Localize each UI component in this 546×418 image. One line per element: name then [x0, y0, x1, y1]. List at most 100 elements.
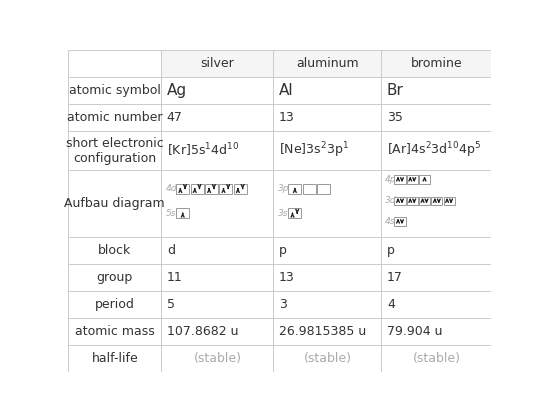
Bar — [395, 217, 406, 226]
Text: Aufbau diagram: Aufbau diagram — [64, 197, 165, 210]
Bar — [381, 291, 491, 318]
Bar — [68, 291, 162, 318]
Bar — [176, 208, 189, 218]
Text: 13: 13 — [279, 111, 295, 124]
Bar — [162, 170, 274, 237]
Bar — [407, 196, 418, 205]
Text: 11: 11 — [167, 271, 182, 284]
Text: [Kr]5s$^1$4d$^{10}$: [Kr]5s$^1$4d$^{10}$ — [167, 142, 239, 159]
Bar — [274, 131, 381, 170]
Bar — [381, 264, 491, 291]
Bar — [68, 345, 162, 372]
Text: (stable): (stable) — [304, 352, 352, 365]
Bar — [162, 131, 274, 170]
Bar — [395, 196, 406, 205]
Text: 3s: 3s — [278, 209, 288, 218]
Bar — [407, 175, 418, 184]
Text: 3: 3 — [279, 298, 287, 311]
Bar — [288, 208, 301, 218]
Text: 4p: 4p — [385, 175, 396, 184]
Text: 3p: 3p — [278, 184, 289, 193]
Text: atomic mass: atomic mass — [75, 325, 155, 338]
Text: 4: 4 — [387, 298, 395, 311]
Text: 13: 13 — [279, 271, 295, 284]
Text: atomic number: atomic number — [67, 111, 163, 124]
Bar — [68, 77, 162, 104]
Text: group: group — [97, 271, 133, 284]
Text: 5: 5 — [167, 298, 175, 311]
Text: 4s: 4s — [385, 217, 395, 226]
Text: bromine: bromine — [411, 57, 462, 70]
Bar — [68, 131, 162, 170]
Bar — [162, 345, 274, 372]
Text: 17: 17 — [387, 271, 403, 284]
Text: Ag: Ag — [167, 83, 187, 98]
Bar — [381, 77, 491, 104]
Bar — [274, 264, 381, 291]
Text: d: d — [167, 244, 175, 257]
Bar — [317, 184, 330, 194]
Bar — [381, 131, 491, 170]
Bar — [162, 50, 274, 77]
Bar — [219, 184, 233, 194]
Bar — [274, 345, 381, 372]
Bar — [274, 318, 381, 345]
Bar — [381, 50, 491, 77]
Text: 3d: 3d — [385, 196, 396, 205]
Bar — [162, 237, 274, 264]
Bar — [274, 50, 381, 77]
Text: Br: Br — [387, 83, 403, 98]
Bar — [162, 264, 274, 291]
Bar — [176, 184, 189, 194]
Text: silver: silver — [200, 57, 234, 70]
Bar — [68, 237, 162, 264]
Bar — [274, 170, 381, 237]
Bar — [431, 196, 442, 205]
Text: (stable): (stable) — [412, 352, 460, 365]
Bar — [381, 50, 491, 77]
Text: short electronic
configuration: short electronic configuration — [66, 137, 164, 165]
Bar — [68, 264, 162, 291]
Bar — [381, 318, 491, 345]
Bar — [274, 50, 381, 77]
Bar — [68, 50, 162, 77]
Text: half-life: half-life — [91, 352, 138, 365]
Text: 107.8682 u: 107.8682 u — [167, 325, 239, 338]
Bar — [274, 77, 381, 104]
Text: 35: 35 — [387, 111, 403, 124]
Text: 79.904 u: 79.904 u — [387, 325, 442, 338]
Bar — [162, 77, 274, 104]
Text: 26.9815385 u: 26.9815385 u — [279, 325, 366, 338]
Text: 4d: 4d — [165, 184, 177, 193]
Text: aluminum: aluminum — [296, 57, 359, 70]
Bar — [205, 184, 218, 194]
Text: period: period — [95, 298, 135, 311]
Bar — [381, 237, 491, 264]
Text: [Ar]4s$^2$3d$^{10}$4p$^5$: [Ar]4s$^2$3d$^{10}$4p$^5$ — [387, 141, 481, 161]
Text: p: p — [279, 244, 287, 257]
Bar — [274, 291, 381, 318]
Bar — [443, 196, 455, 205]
Bar — [288, 184, 301, 194]
Bar — [191, 184, 204, 194]
Bar — [274, 237, 381, 264]
Bar — [419, 196, 430, 205]
Text: 5s: 5s — [165, 209, 176, 218]
Bar — [381, 170, 491, 237]
Bar — [419, 175, 430, 184]
Bar — [162, 104, 274, 131]
Bar — [68, 170, 162, 237]
Bar — [274, 104, 381, 131]
Bar — [234, 184, 247, 194]
Text: (stable): (stable) — [193, 352, 241, 365]
Bar — [162, 50, 274, 77]
Bar — [381, 104, 491, 131]
Text: atomic symbol: atomic symbol — [69, 84, 161, 97]
Bar — [302, 184, 316, 194]
Text: 47: 47 — [167, 111, 183, 124]
Text: block: block — [98, 244, 132, 257]
Bar — [381, 345, 491, 372]
Bar — [162, 291, 274, 318]
Text: p: p — [387, 244, 395, 257]
Text: Al: Al — [279, 83, 294, 98]
